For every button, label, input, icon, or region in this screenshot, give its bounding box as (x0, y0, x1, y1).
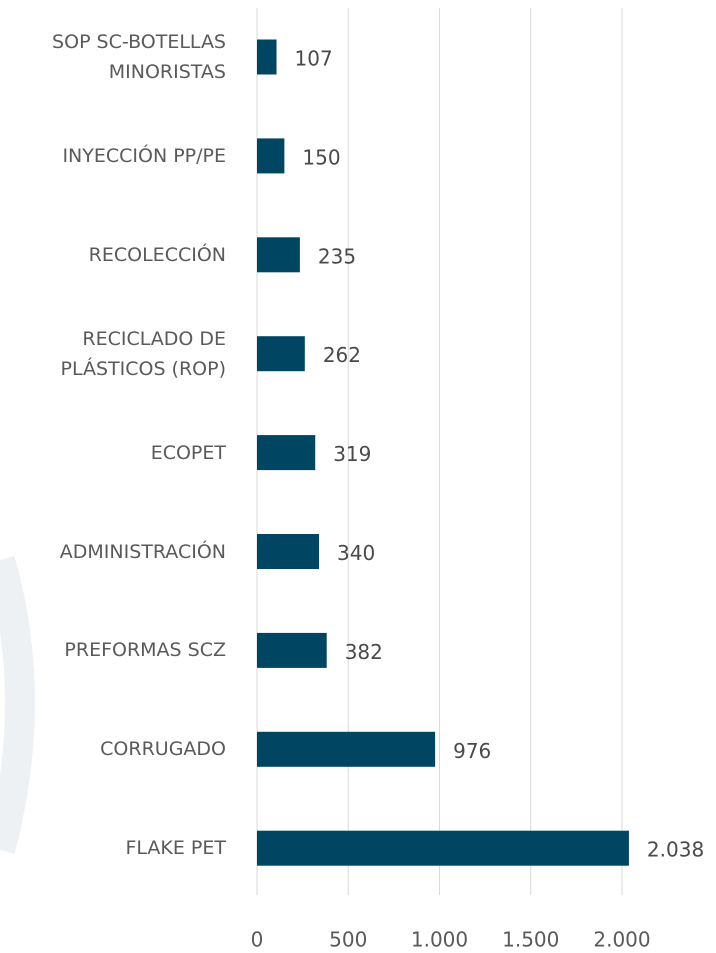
category-label: RECICLADO DE PLÁSTICOS (ROP) (60, 327, 226, 380)
value-label: 235 (318, 244, 356, 268)
bar (257, 39, 277, 75)
value-label: 382 (345, 640, 383, 664)
category-label: FLAKE PET (125, 837, 226, 860)
bar (257, 830, 629, 866)
category-label: INYECCIÓN PP/PE (62, 144, 226, 167)
value-label: 976 (453, 739, 491, 763)
value-label: 150 (302, 145, 340, 169)
category-label: ADMINISTRACIÓN (59, 540, 226, 563)
bar (257, 435, 316, 471)
category-label: CORRUGADO (100, 738, 226, 761)
category-label: SOP SC-BOTELLAS MINORISTAS (52, 31, 226, 83)
category-label: PREFORMAS SCZ (64, 639, 226, 662)
x-tick-label: 1.000 (411, 928, 468, 952)
bar (257, 534, 320, 569)
background-decoration (0, 555, 35, 854)
value-label: 107 (295, 47, 333, 71)
x-tick-label: 2.000 (593, 928, 650, 952)
value-label: 262 (323, 343, 361, 367)
bar (257, 731, 436, 767)
x-tick-label: 0 (251, 928, 264, 952)
value-label: 319 (333, 442, 371, 466)
value-label: 340 (337, 541, 375, 565)
bar (257, 138, 285, 174)
x-tick-label: 500 (329, 928, 367, 952)
bar (257, 632, 327, 668)
value-label: 2.038 (647, 838, 704, 862)
category-label: RECOLECCIÓN (88, 243, 226, 266)
bar (257, 336, 305, 372)
category-label: ECOPET (150, 441, 226, 464)
bar (257, 237, 300, 273)
x-tick-label: 1.500 (502, 928, 559, 952)
